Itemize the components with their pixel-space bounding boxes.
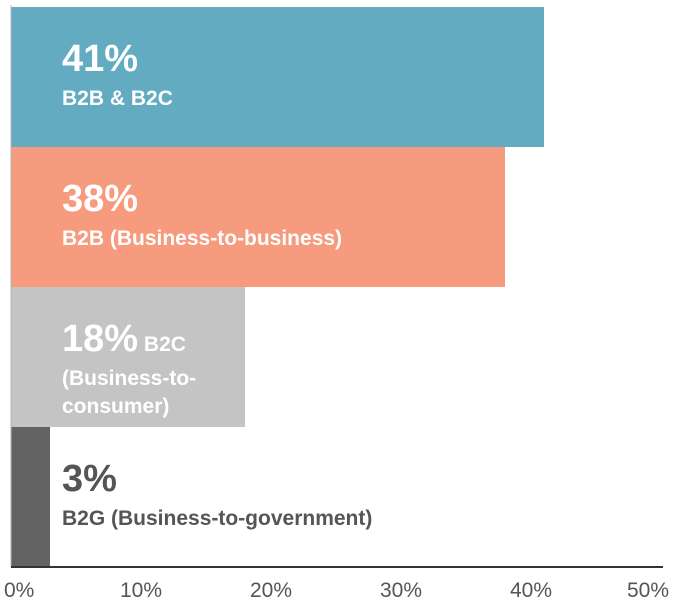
bar-category-label-2-line-1: B2B (Business-to-business) [62,227,342,250]
bar-value-label-1: 41% [62,38,138,80]
bar-3 [11,287,245,427]
bar-category-label-3-line-2: consumer) [62,395,169,418]
bar-value-label-2: 38% [62,178,138,220]
bar-value-pct-3: 18% [62,318,138,360]
x-tick-label: 40% [510,579,552,602]
x-tick-label: 10% [120,579,162,602]
bar-4 [11,427,50,567]
bar-category-label-3-line-1: (Business-to- [62,367,196,390]
bar-value-label-4: 3% [62,458,117,500]
bar-2 [11,147,505,287]
x-tick-label: 20% [250,579,292,602]
bar-category-label-1-line-1: B2B & B2C [62,87,173,110]
bar-category-label-4-line-1: B2G (Business-to-government) [62,507,372,530]
x-tick-label: 30% [380,579,422,602]
bar-value-label-3: 18% B2C [62,318,186,360]
bar-1 [11,7,544,147]
bar-value-pct-2: 38% [62,178,138,220]
x-tick-label: 50% [627,579,669,602]
bar-value-pct-1: 41% [62,38,138,80]
bar-category-inline-3: B2C [138,333,186,356]
bar-value-pct-4: 3% [62,458,117,500]
x-tick-label: 0% [4,579,34,602]
